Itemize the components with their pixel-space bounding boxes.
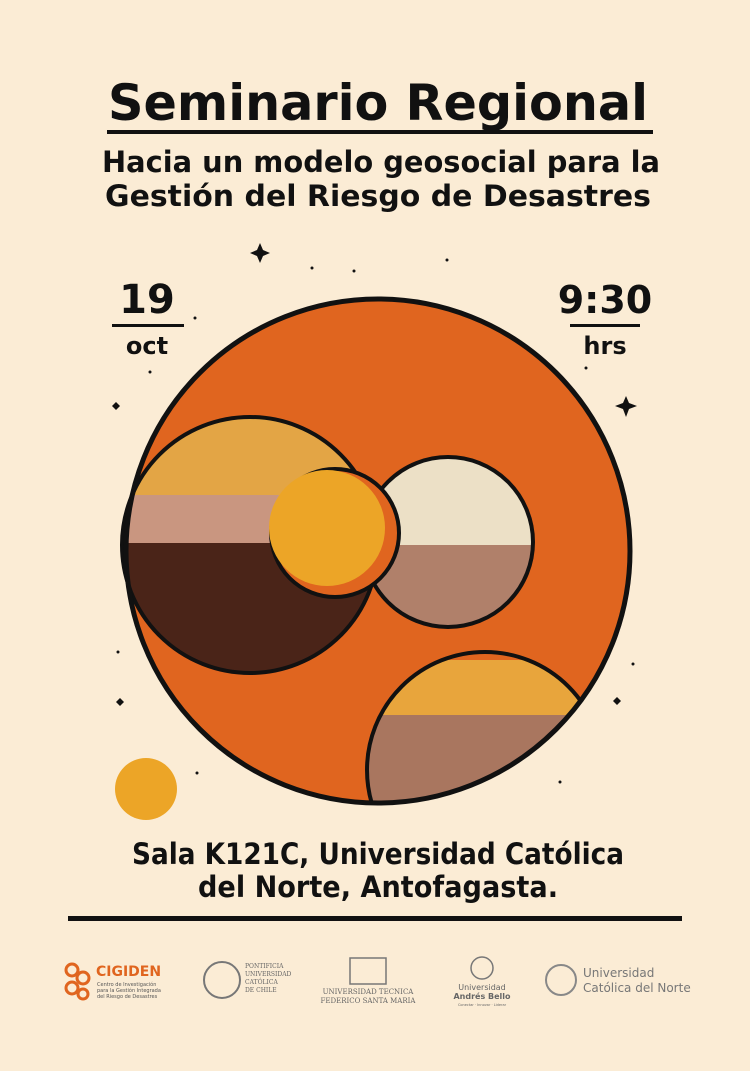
- logo-text: UNIVERSIDAD: [245, 971, 292, 978]
- time-hour: 9:30: [558, 278, 653, 322]
- logo-text: Universidad: [458, 983, 506, 992]
- illustration: [115, 296, 633, 820]
- logo-text: Universidad: [583, 966, 654, 980]
- logo-name: CIGIDEN: [96, 964, 161, 980]
- time-unit: hrs: [583, 332, 626, 360]
- logo-text: Conectar · Innovar · Liderar: [458, 1003, 507, 1007]
- logo-text: UNIVERSIDAD TECNICA: [323, 988, 415, 996]
- date-rule: [112, 324, 184, 327]
- decorations: [112, 243, 637, 784]
- logo-text: para la Gestión Integrada: [97, 987, 161, 994]
- logo-puc: PONTIFICIA UNIVERSIDAD CATÓLICA DE CHILE: [203, 961, 292, 999]
- subtitle: Hacia un modelo geosocial para la: [102, 145, 660, 179]
- title-underline: [107, 130, 653, 134]
- date-month: oct: [126, 332, 168, 360]
- venue: Sala K121C, Universidad Católica: [132, 837, 624, 871]
- logo-text: Andrés Bello: [453, 991, 511, 1001]
- logo-ucn: Universidad Católica del Norte: [545, 964, 691, 996]
- logo-utfsm: UNIVERSIDAD TECNICA FEDERICO SANTA MARIA: [321, 957, 417, 1005]
- title: Seminario Regional: [108, 74, 648, 132]
- logo-cigiden: CIGIDEN Centro de Investigación para la …: [64, 962, 161, 1001]
- logo-unab: Universidad Andrés Bello Conectar · Inno…: [453, 956, 511, 1007]
- logo-text: CATÓLICA: [245, 978, 278, 986]
- date-day: 19: [119, 277, 175, 323]
- subtitle: Gestión del Riesgo de Desastres: [105, 179, 651, 213]
- divider: [68, 916, 682, 921]
- logo-text: PONTIFICIA: [245, 963, 284, 970]
- logo-text: FEDERICO SANTA MARIA: [321, 997, 417, 1005]
- venue: del Norte, Antofagasta.: [198, 870, 558, 904]
- logo-text: Centro de Investigación: [97, 981, 156, 988]
- logo-text: DE CHILE: [245, 987, 277, 994]
- time-rule: [570, 324, 640, 327]
- logo-text: del Riesgo de Desastres: [97, 994, 158, 1000]
- logo-text: Católica del Norte: [583, 981, 691, 995]
